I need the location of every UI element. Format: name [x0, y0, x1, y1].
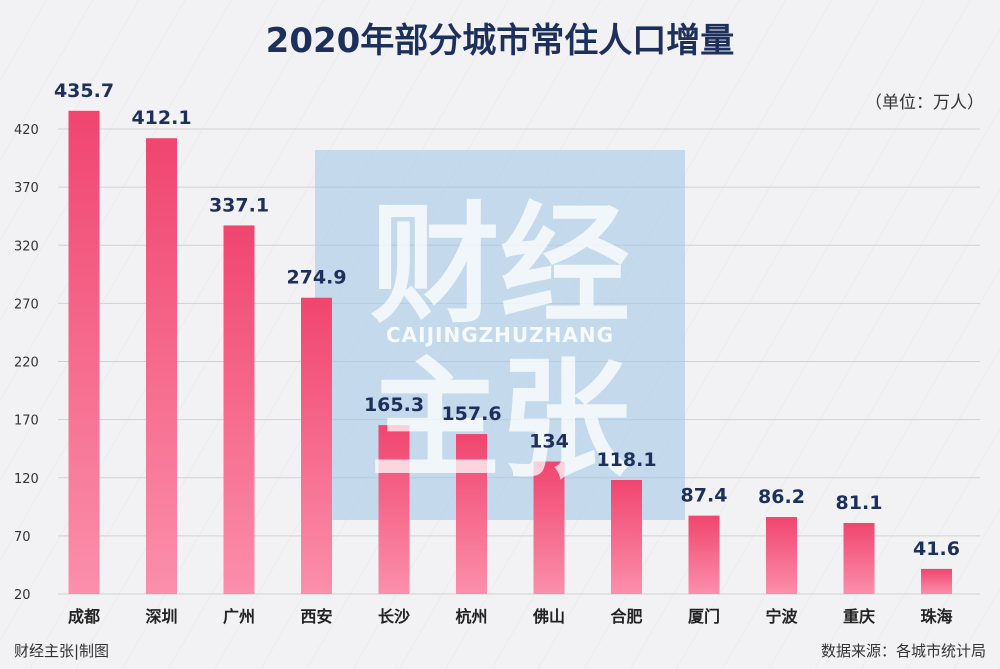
y-tick-label: 420 [14, 123, 39, 138]
y-tick-label: 370 [14, 181, 39, 196]
bar [533, 461, 565, 594]
bar [456, 434, 487, 594]
bar [68, 110, 100, 595]
y-tick-label: 20 [14, 588, 31, 603]
category-label: 佛山 [532, 607, 565, 626]
category-label: 重庆 [843, 607, 875, 626]
category-label: 成都 [68, 607, 100, 626]
watermark-line2: CAIJINGZHUZHANG [386, 323, 614, 347]
watermark-box [315, 150, 685, 520]
watermark-line3: 主张 [370, 344, 630, 496]
bar [843, 522, 875, 594]
footer-credit: 财经主张|制图 [14, 642, 109, 660]
category-label: 宁波 [765, 607, 798, 626]
bars [68, 110, 952, 595]
value-label: 165.3 [364, 394, 424, 416]
y-tick-label: 320 [14, 239, 39, 254]
category-label: 广州 [223, 607, 255, 626]
bar [223, 225, 255, 594]
bar [378, 425, 410, 594]
value-label: 412.1 [131, 107, 191, 129]
category-label: 西安 [300, 607, 332, 626]
category-label: 合肥 [610, 607, 642, 626]
watermark: 财经 CAIJINGZHUZHANG 主张 [370, 189, 630, 496]
value-label: 134 [529, 430, 569, 452]
category-label: 厦门 [688, 607, 720, 626]
bar [611, 479, 642, 594]
value-labels: 435.7 412.1 337.1 274.9 165.3 157.6 134 118.1 87… [54, 80, 960, 560]
bar [688, 515, 720, 594]
unit-label: （单位：万人） [865, 93, 984, 113]
y-tick-label: 70 [14, 530, 31, 545]
x-axis: 成都 深圳 广州 西安 长沙 杭州 佛山 合肥 厦门 宁波 重庆 珠海 [68, 607, 953, 626]
bar [301, 297, 332, 594]
value-label: 41.6 [913, 538, 960, 560]
value-label: 274.9 [286, 267, 346, 289]
value-label: 81.1 [836, 492, 883, 514]
bar [921, 568, 952, 594]
category-label: 杭州 [455, 607, 487, 626]
watermark-line1: 财经 [370, 189, 630, 341]
bar [146, 138, 177, 595]
value-label: 87.4 [681, 485, 728, 507]
category-label: 深圳 [145, 607, 177, 626]
y-axis: 20 70 120 170 220 270 320 370 420 [14, 123, 39, 603]
y-tick-label: 220 [14, 356, 39, 371]
y-tick-label: 270 [14, 297, 39, 312]
value-label: 337.1 [209, 194, 269, 216]
value-label: 435.7 [54, 80, 114, 102]
bar [766, 517, 797, 594]
category-label: 珠海 [920, 607, 952, 626]
footer-source: 数据来源：各城市统计局 [821, 642, 986, 660]
value-label: 157.6 [441, 403, 501, 425]
y-tick-label: 120 [14, 472, 39, 487]
chart-title: 2020年部分城市常住人口增量 [266, 21, 735, 61]
category-label: 长沙 [378, 607, 410, 626]
value-label: 118.1 [596, 449, 656, 471]
y-tick-label: 170 [14, 414, 39, 429]
value-label: 86.2 [758, 486, 805, 508]
